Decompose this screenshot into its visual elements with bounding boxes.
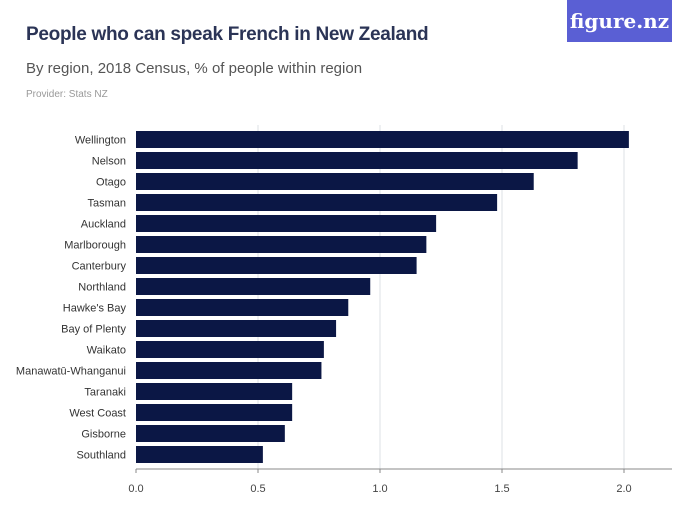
category-label: Taranaki [84,387,126,399]
category-label: Southland [76,450,126,462]
bar [136,257,417,274]
category-label: Northland [78,282,126,294]
bar [136,131,629,148]
x-tick-label: 0.0 [128,483,143,495]
category-label: Bay of Plenty [61,324,126,336]
category-label: Wellington [75,135,126,147]
bar [136,341,324,358]
chart-subtitle: By region, 2018 Census, % of people with… [26,60,363,77]
category-label: Hawke's Bay [63,303,127,315]
x-tick-label: 1.0 [372,483,387,495]
bar [136,446,263,463]
bar [136,299,349,316]
category-label: Gisborne [81,429,126,441]
category-label: Manawatū-Whanganui [16,366,126,378]
category-label: West Coast [69,408,126,420]
category-label: Marlborough [64,240,126,252]
bar [136,383,293,400]
category-label: Waikato [87,345,126,357]
x-tick-label: 1.5 [494,483,509,495]
bar [136,152,578,169]
chart-title: People who can speak French in New Zeala… [26,24,429,45]
bar [136,194,498,211]
figure-nz-logo[interactable]: figure.nz [567,0,672,42]
bar [136,278,371,295]
bar [136,320,337,337]
bar [136,236,427,253]
bar [136,404,293,421]
x-tick-label: 2.0 [616,483,631,495]
category-label: Nelson [92,156,126,168]
category-label: Tasman [87,198,126,210]
bar [136,425,285,442]
bar [136,362,322,379]
bar [136,215,437,232]
category-label: Auckland [81,219,126,231]
bar [136,173,534,190]
x-tick-label: 0.5 [250,483,265,495]
category-label: Canterbury [72,261,127,273]
provider-text: Provider: Stats NZ [26,89,108,100]
category-label: Otago [96,177,126,189]
